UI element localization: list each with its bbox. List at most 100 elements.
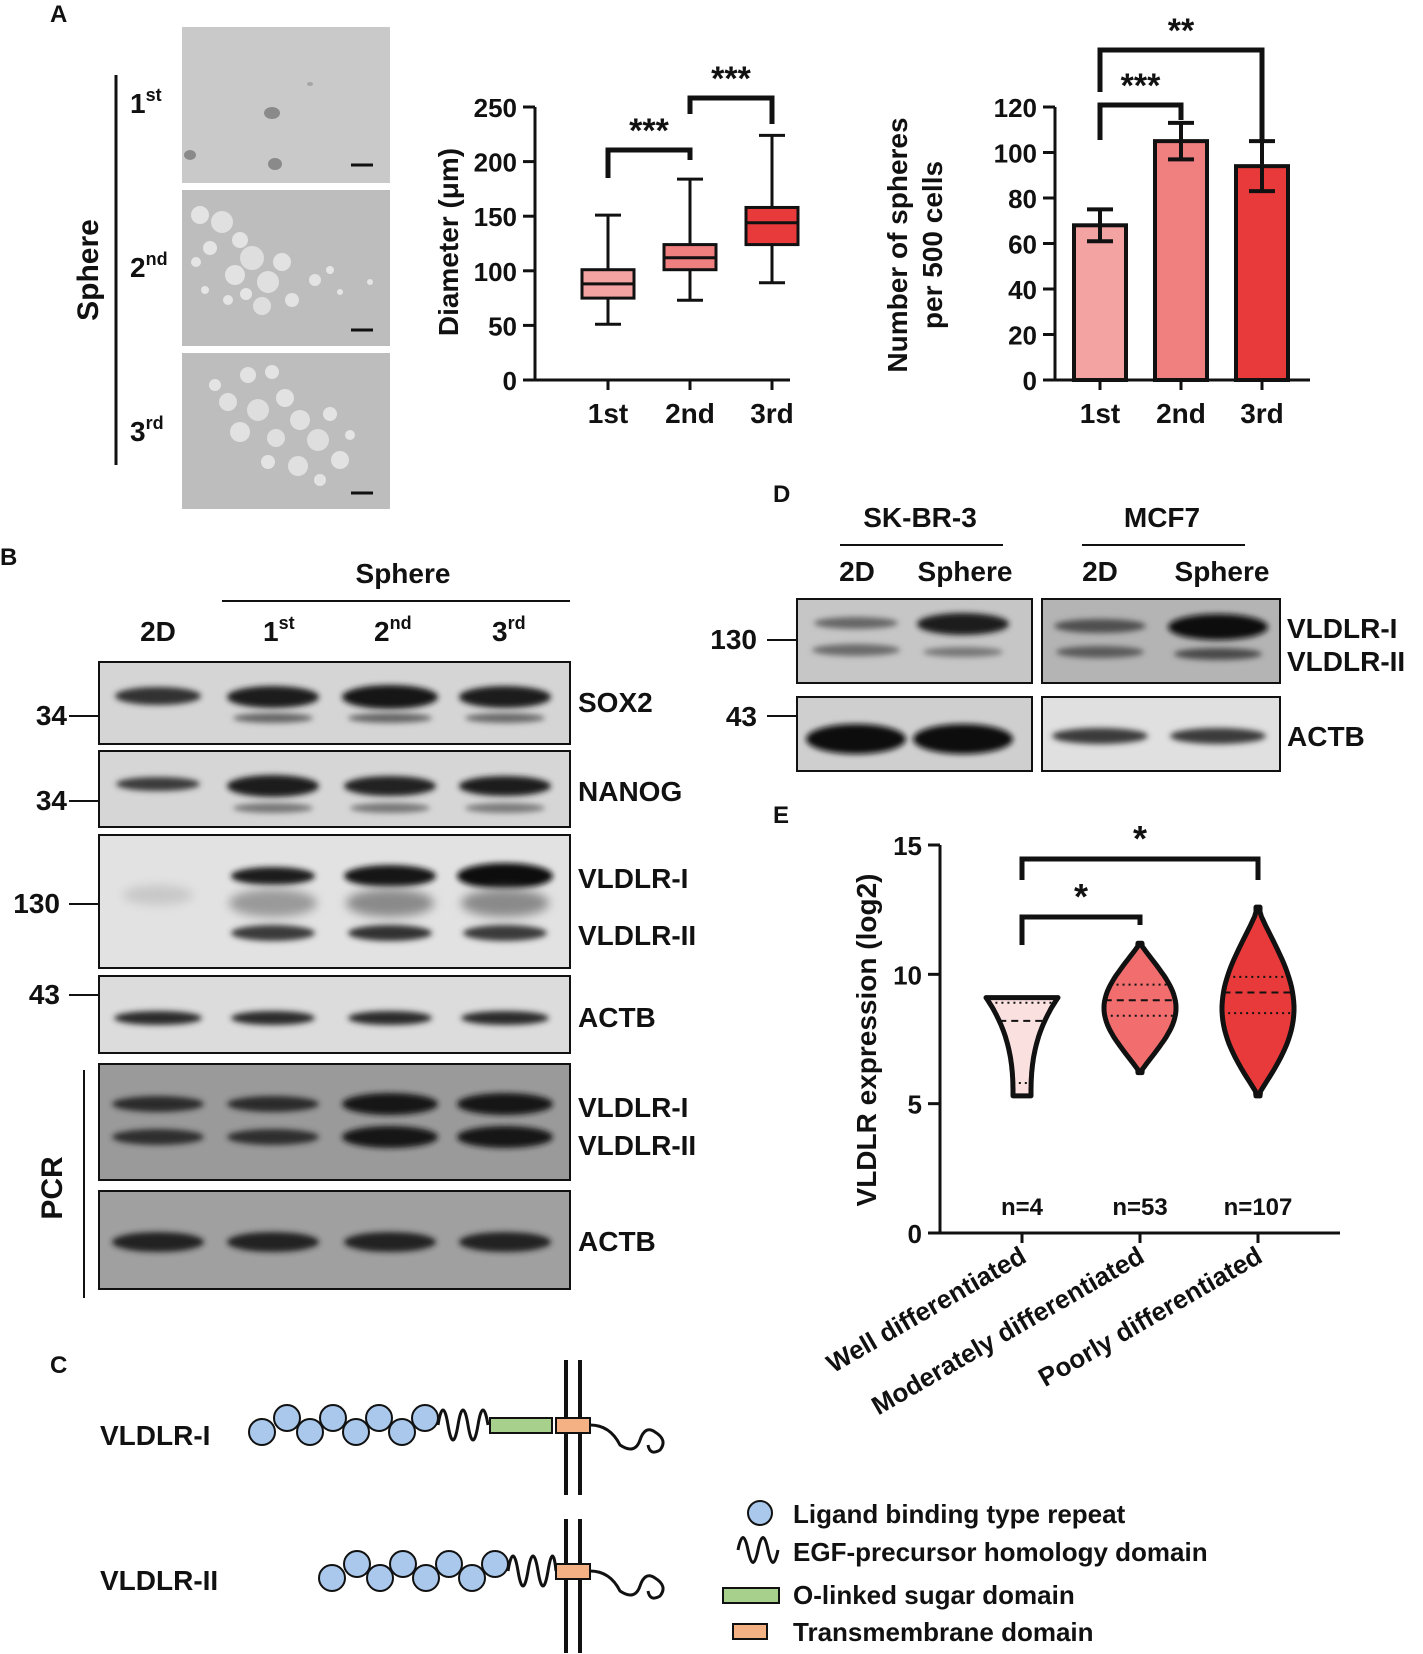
y-tick-label: 40 [1008, 275, 1037, 305]
blot-label-nanog: NANOG [578, 776, 682, 807]
bar [1234, 164, 1290, 382]
y-tick-label: 150 [474, 202, 517, 232]
lane-label-2d: 2D [839, 556, 875, 587]
membrane-gap [556, 1495, 590, 1519]
y-tick-label: 15 [893, 831, 922, 861]
y-tick-label: 50 [488, 311, 517, 341]
significance-bracket [1097, 102, 1184, 140]
marker-34: 34 [36, 700, 68, 731]
blot-actb: 43 ACTB [29, 975, 656, 1054]
panel-letter-b: B [0, 544, 17, 571]
ligand-binding-repeats [248, 1404, 439, 1446]
micrograph-2nd [182, 190, 390, 346]
legend-transmembrane: Transmembrane domain [793, 1617, 1094, 1647]
x-tick-label: 2nd [665, 398, 715, 429]
micrograph-1st [182, 27, 390, 183]
violin [983, 995, 1061, 1099]
domain-row-label-vldlr-ii: VLDLR-II [100, 1565, 218, 1596]
egf-precursor-domain [506, 1554, 558, 1588]
x-tick-label: 1st [1080, 398, 1120, 429]
x-tick-label: Well differentiated [821, 1240, 1031, 1378]
vldlr-expression-violin-plot: VLDLR expression (log2) 0 5 10 15 n=4 Well di… [821, 818, 1340, 1421]
cytoplasmic-tail [589, 1569, 665, 1600]
blot-label-vldlr-i: VLDLR-I [578, 863, 688, 894]
pcr-label-vldlr-i: VLDLR-I [578, 1092, 688, 1123]
marker-34: 34 [36, 785, 68, 816]
y-axis-label-line-1: Number of spheres [882, 117, 913, 372]
marker-43: 43 [29, 979, 60, 1010]
pcr-label-actb: ACTB [578, 1226, 656, 1257]
y-tick-label: 60 [1008, 230, 1037, 260]
y-tick-label: 200 [474, 148, 517, 178]
y-tick-label: 0 [908, 1219, 922, 1249]
y-axis-label: VLDLR expression (log2) [851, 874, 882, 1207]
significance-label: *** [1121, 67, 1161, 105]
group-label-mcf7: MCF7 [1124, 502, 1200, 533]
marker-43: 43 [726, 701, 757, 732]
box [744, 205, 800, 247]
y-tick-label: 0 [503, 366, 517, 396]
violin [1101, 940, 1179, 1076]
pcr-label: PCR [36, 1156, 69, 1220]
pcr-gel-actb: ACTB [98, 1190, 656, 1290]
x-tick-label: 1st [588, 398, 628, 429]
diameter-box-plot: Diameter (μm) 0 50 100 150 200 250 1st 2nd 3rd **… [433, 60, 800, 429]
blot-label-vldlr-ii: VLDLR-II [1287, 646, 1405, 677]
row-label-2nd: 2nd [130, 249, 168, 283]
y-tick-label: 100 [994, 139, 1037, 169]
panel-b-blots: Sphere 2D 1st 2nd 3rd 34 SOX2 [13, 558, 696, 1298]
panel-d-blots: SK-BR-3 MCF7 2D Sphere 2D Sphere [710, 502, 1405, 772]
egf-precursor-domain [436, 1408, 490, 1442]
y-tick-label: 250 [474, 93, 517, 123]
row-label-3rd: 3rd [130, 413, 164, 447]
blot-label-sox2: SOX2 [578, 687, 653, 718]
marker-130: 130 [710, 624, 757, 655]
significance-bracket [687, 95, 775, 124]
ligand-repeat-legend-icon [747, 1500, 773, 1526]
y-tick-label: 0 [1023, 366, 1037, 396]
panel-letter-c: C [50, 1352, 67, 1379]
domain-row-label-vldlr-i: VLDLR-I [100, 1420, 210, 1451]
significance-bracket [1097, 47, 1265, 140]
tm-domain-legend-icon [732, 1623, 768, 1640]
lane-label-sphere: Sphere [1175, 556, 1270, 587]
blot-label-actb: ACTB [1287, 721, 1365, 752]
y-tick-label: 5 [908, 1090, 922, 1120]
blot-vldlr: 130 VLDLR-I VLDLR-II [13, 834, 696, 969]
significance-bracket [1019, 856, 1261, 880]
bar [1153, 139, 1209, 382]
svg-text:3rd: 3rd [130, 413, 164, 447]
panel-c-diagram: VLDLR-I VLDLR-II [100, 1360, 1208, 1653]
y-tick-label: 100 [474, 257, 517, 287]
legend-egf-precursor: EGF-precursor homology domain [793, 1537, 1208, 1567]
transmembrane-domain [555, 1563, 591, 1580]
blot-sox2: 34 SOX2 [36, 661, 653, 745]
lane-label-2d: 2D [1082, 556, 1118, 587]
blot-d-vldlr-skbr3 [796, 598, 1033, 684]
legend-o-linked-sugar: O-linked sugar domain [793, 1580, 1075, 1610]
y-tick-label: 10 [893, 960, 922, 990]
y-tick-label: 120 [994, 93, 1037, 123]
vldlr-i-domain-structure [248, 1404, 665, 1454]
panel-letter-d: D [773, 481, 790, 508]
row-label-1st: 1st [130, 85, 162, 119]
lane-label-1st: 1st [263, 613, 295, 647]
significance-bracket [605, 147, 693, 178]
blot-d-vldlr-mcf7 [1041, 598, 1281, 684]
lane-label-sphere: Sphere [918, 556, 1013, 587]
significance-label: *** [711, 60, 751, 98]
pcr-label-vldlr-ii: VLDLR-II [578, 1130, 696, 1161]
significance-label: * [1074, 876, 1088, 917]
blot-nanog: 34 NANOG [36, 750, 682, 828]
panel-a-micrographs: Sphere 1st 2nd 3rd [72, 27, 390, 509]
y-tick-label: 20 [1008, 321, 1037, 351]
blot-label-vldlr-ii: VLDLR-II [578, 920, 696, 951]
svg-text:1st: 1st [130, 85, 162, 119]
sample-count: n=107 [1224, 1194, 1293, 1221]
x-tick-label: 3rd [750, 398, 794, 429]
svg-text:2nd: 2nd [130, 249, 168, 283]
lane-label-2nd: 2nd [374, 613, 412, 647]
blot-d-actb-skbr3 [796, 696, 1033, 772]
vldlr-ii-domain-structure [318, 1550, 665, 1600]
